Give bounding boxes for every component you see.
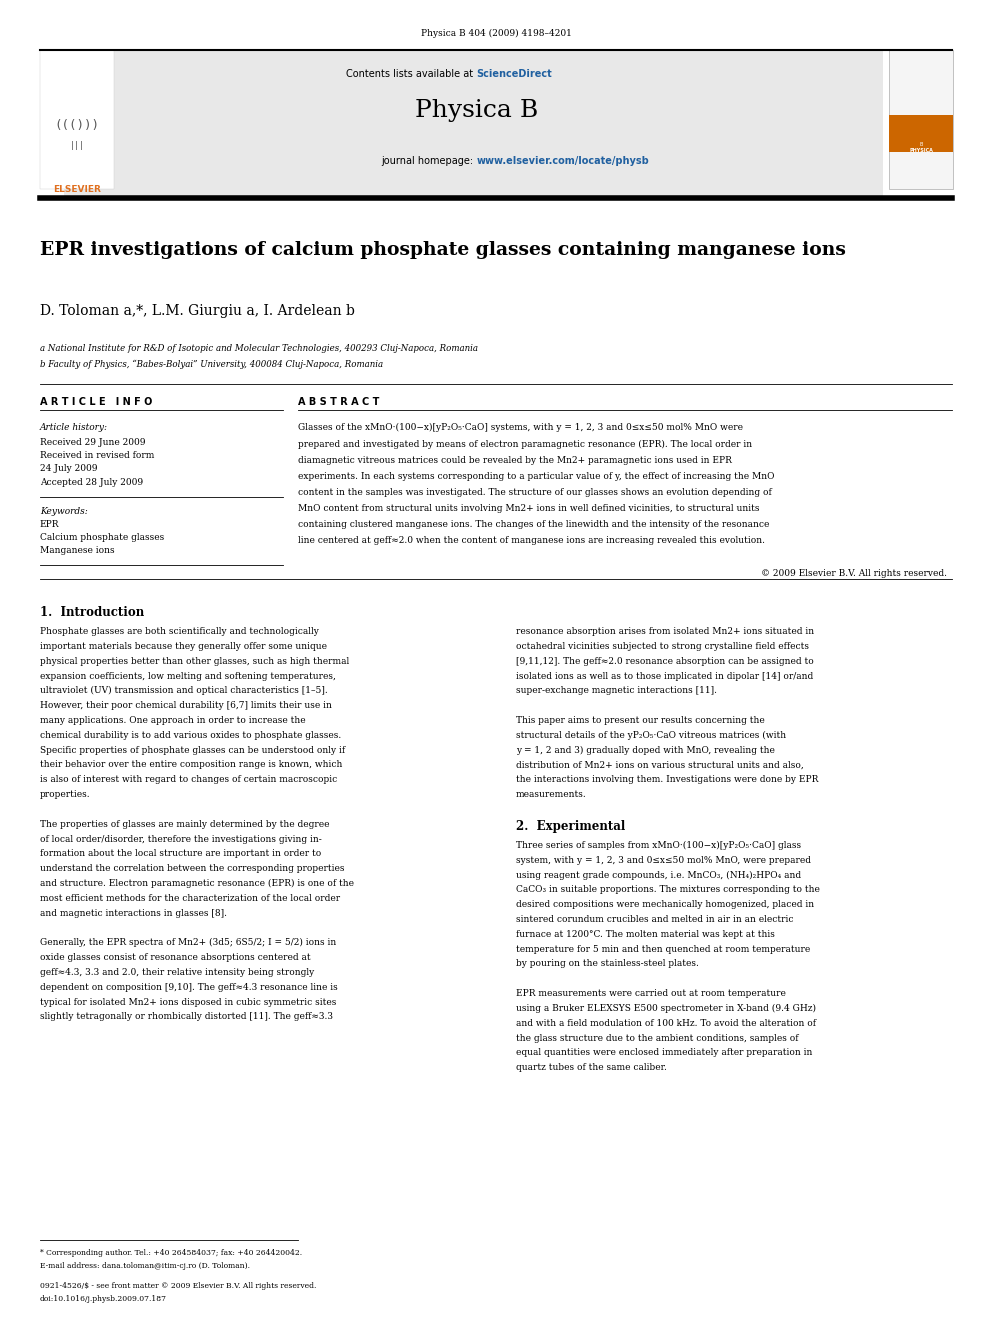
Text: Physica B 404 (2009) 4198–4201: Physica B 404 (2009) 4198–4201 (421, 29, 571, 38)
Text: doi:10.1016/j.physb.2009.07.187: doi:10.1016/j.physb.2009.07.187 (40, 1295, 167, 1303)
Text: Physica B: Physica B (415, 99, 538, 122)
Text: is also of interest with regard to changes of certain macroscopic: is also of interest with regard to chang… (40, 775, 337, 785)
Text: EPR investigations of calcium phosphate glasses containing manganese ions: EPR investigations of calcium phosphate … (40, 241, 845, 259)
Text: furnace at 1200°C. The molten material was kept at this: furnace at 1200°C. The molten material w… (516, 930, 775, 939)
Text: line centered at geff≈2.0 when the content of manganese ions are increasing reve: line centered at geff≈2.0 when the conte… (298, 536, 765, 545)
Text: prepared and investigated by means of electron paramagnetic resonance (EPR). The: prepared and investigated by means of el… (298, 439, 752, 448)
Text: dependent on composition [9,10]. The geff≈4.3 resonance line is: dependent on composition [9,10]. The gef… (40, 983, 337, 992)
Text: the glass structure due to the ambient conditions, samples of: the glass structure due to the ambient c… (516, 1033, 799, 1043)
Text: equal quantities were enclosed immediately after preparation in: equal quantities were enclosed immediate… (516, 1048, 812, 1057)
Text: Article history:: Article history: (40, 423, 108, 433)
Text: ((())): ((())) (55, 119, 99, 132)
Text: b Faculty of Physics, “Babes-Bolyai” University, 400084 Cluj-Napoca, Romania: b Faculty of Physics, “Babes-Bolyai” Uni… (40, 360, 383, 369)
Text: Glasses of the xMnO·(100−x)[yP₂O₅·CaO] systems, with y = 1, 2, 3 and 0≤x≤50 mol%: Glasses of the xMnO·(100−x)[yP₂O₅·CaO] s… (298, 423, 743, 433)
Text: B: B (920, 142, 924, 147)
Text: EPR: EPR (40, 520, 60, 529)
Text: EPR measurements were carried out at room temperature: EPR measurements were carried out at roo… (516, 990, 786, 998)
Text: chemical durability is to add various oxides to phosphate glasses.: chemical durability is to add various ox… (40, 730, 341, 740)
Text: Contents lists available at: Contents lists available at (346, 69, 476, 79)
Text: Accepted 28 July 2009: Accepted 28 July 2009 (40, 478, 143, 487)
Text: ScienceDirect: ScienceDirect (476, 69, 552, 79)
Text: |||: ||| (69, 142, 84, 149)
Text: temperature for 5 min and then quenched at room temperature: temperature for 5 min and then quenched … (516, 945, 810, 954)
Text: MnO content from structural units involving Mn2+ ions in well defined vicinities: MnO content from structural units involv… (298, 504, 759, 513)
Text: Phosphate glasses are both scientifically and technologically: Phosphate glasses are both scientificall… (40, 627, 318, 636)
Text: diamagnetic vitreous matrices could be revealed by the Mn2+ paramagnetic ions us: diamagnetic vitreous matrices could be r… (298, 455, 731, 464)
Text: Received in revised form: Received in revised form (40, 451, 154, 460)
Text: quartz tubes of the same caliber.: quartz tubes of the same caliber. (516, 1064, 667, 1072)
Text: 2.  Experimental: 2. Experimental (516, 820, 625, 832)
Text: system, with y = 1, 2, 3 and 0≤x≤50 mol% MnO, were prepared: system, with y = 1, 2, 3 and 0≤x≤50 mol%… (516, 856, 810, 865)
Text: 1.  Introduction: 1. Introduction (40, 606, 144, 619)
Text: Calcium phosphate glasses: Calcium phosphate glasses (40, 533, 164, 542)
Text: typical for isolated Mn2+ ions disposed in cubic symmetric sites: typical for isolated Mn2+ ions disposed … (40, 998, 336, 1007)
Text: structural details of the yP₂O₅·CaO vitreous matrices (with: structural details of the yP₂O₅·CaO vitr… (516, 730, 786, 740)
Text: A B S T R A C T: A B S T R A C T (298, 397, 379, 407)
Text: desired compositions were mechanically homogenized, placed in: desired compositions were mechanically h… (516, 900, 814, 909)
Text: However, their poor chemical durability [6,7] limits their use in: However, their poor chemical durability … (40, 701, 331, 710)
Text: Three series of samples from xMnO·(100−x)[yP₂O₅·CaO] glass: Three series of samples from xMnO·(100−x… (516, 841, 801, 849)
Text: experiments. In each systems corresponding to a particular value of y, the effec: experiments. In each systems correspondi… (298, 472, 774, 480)
Text: many applications. One approach in order to increase the: many applications. One approach in order… (40, 716, 306, 725)
Text: content in the samples was investigated. The structure of our glasses shows an e: content in the samples was investigated.… (298, 488, 772, 497)
Text: octahedral vicinities subjected to strong crystalline field effects: octahedral vicinities subjected to stron… (516, 642, 808, 651)
Text: most efficient methods for the characterization of the local order: most efficient methods for the character… (40, 894, 340, 902)
Text: PHYSICA: PHYSICA (910, 148, 933, 153)
Text: containing clustered manganese ions. The changes of the linewidth and the intens: containing clustered manganese ions. The… (298, 520, 769, 529)
Text: 24 July 2009: 24 July 2009 (40, 464, 97, 474)
Text: super-exchange magnetic interactions [11].: super-exchange magnetic interactions [11… (516, 687, 717, 696)
Text: CaCO₃ in suitable proportions. The mixtures corresponding to the: CaCO₃ in suitable proportions. The mixtu… (516, 885, 819, 894)
Text: formation about the local structure are important in order to: formation about the local structure are … (40, 849, 321, 859)
Text: © 2009 Elsevier B.V. All rights reserved.: © 2009 Elsevier B.V. All rights reserved… (762, 569, 947, 578)
Text: isolated ions as well as to those implicated in dipolar [14] or/and: isolated ions as well as to those implic… (516, 672, 813, 680)
Text: Manganese ions: Manganese ions (40, 546, 114, 556)
Text: www.elsevier.com/locate/physb: www.elsevier.com/locate/physb (476, 156, 649, 167)
Text: a National Institute for R&D of Isotopic and Molecular Technologies, 400293 Cluj: a National Institute for R&D of Isotopic… (40, 344, 478, 353)
Text: slightly tetragonally or rhombically distorted [11]. The geff≈3.3: slightly tetragonally or rhombically dis… (40, 1012, 332, 1021)
Text: Keywords:: Keywords: (40, 507, 87, 516)
Text: E-mail address: dana.toloman@itim-cj.ro (D. Toloman).: E-mail address: dana.toloman@itim-cj.ro … (40, 1262, 250, 1270)
Text: A R T I C L E   I N F O: A R T I C L E I N F O (40, 397, 152, 407)
Text: journal homepage:: journal homepage: (381, 156, 476, 167)
Text: understand the correlation between the corresponding properties: understand the correlation between the c… (40, 864, 344, 873)
Text: by pouring on the stainless-steel plates.: by pouring on the stainless-steel plates… (516, 959, 698, 968)
Text: [9,11,12]. The geff≈2.0 resonance absorption can be assigned to: [9,11,12]. The geff≈2.0 resonance absorp… (516, 656, 813, 665)
Text: sintered corundum crucibles and melted in air in an electric: sintered corundum crucibles and melted i… (516, 916, 794, 923)
Text: Generally, the EPR spectra of Mn2+ (3d5; 6S5/2; I = 5/2) ions in: Generally, the EPR spectra of Mn2+ (3d5;… (40, 938, 336, 947)
Text: and with a field modulation of 100 kHz. To avoid the alteration of: and with a field modulation of 100 kHz. … (516, 1019, 815, 1028)
Bar (889, 50, 953, 189)
Text: using reagent grade compounds, i.e. MnCO₃, (NH₄)₂HPO₄ and: using reagent grade compounds, i.e. MnCO… (516, 871, 801, 880)
Text: This paper aims to present our results concerning the: This paper aims to present our results c… (516, 716, 765, 725)
Text: The properties of glasses are mainly determined by the degree: The properties of glasses are mainly det… (40, 820, 329, 828)
Text: physical properties better than other glasses, such as high thermal: physical properties better than other gl… (40, 656, 349, 665)
Bar (889, 115, 953, 152)
Text: of local order/disorder, therefore the investigations giving in-: of local order/disorder, therefore the i… (40, 835, 321, 844)
Text: the interactions involving them. Investigations were done by EPR: the interactions involving them. Investi… (516, 775, 818, 785)
Text: using a Bruker ELEXSYS E500 spectrometer in X-band (9.4 GHz): using a Bruker ELEXSYS E500 spectrometer… (516, 1004, 815, 1013)
Text: Received 29 June 2009: Received 29 June 2009 (40, 438, 145, 447)
Text: ultraviolet (UV) transmission and optical characteristics [1–5].: ultraviolet (UV) transmission and optica… (40, 687, 327, 696)
Text: D. Toloman a,*, L.M. Giurgiu a, I. Ardelean b: D. Toloman a,*, L.M. Giurgiu a, I. Ardel… (40, 304, 354, 319)
Text: Specific properties of phosphate glasses can be understood only if: Specific properties of phosphate glasses… (40, 746, 345, 754)
Text: expansion coefficients, low melting and softening temperatures,: expansion coefficients, low melting and … (40, 672, 335, 680)
Bar (40, 50, 114, 189)
Bar (64, 50, 883, 196)
Text: geff≈4.3, 3.3 and 2.0, their relative intensity being strongly: geff≈4.3, 3.3 and 2.0, their relative in… (40, 968, 313, 976)
Text: resonance absorption arises from isolated Mn2+ ions situated in: resonance absorption arises from isolate… (516, 627, 814, 636)
Text: properties.: properties. (40, 790, 90, 799)
Text: and structure. Electron paramagnetic resonance (EPR) is one of the: and structure. Electron paramagnetic res… (40, 878, 354, 888)
Text: measurements.: measurements. (516, 790, 586, 799)
Text: and magnetic interactions in glasses [8].: and magnetic interactions in glasses [8]… (40, 909, 227, 918)
Text: * Corresponding author. Tel.: +40 264584037; fax: +40 264420042.: * Corresponding author. Tel.: +40 264584… (40, 1249, 302, 1257)
Text: their behavior over the entire composition range is known, which: their behavior over the entire compositi… (40, 761, 342, 770)
Text: distribution of Mn2+ ions on various structural units and also,: distribution of Mn2+ ions on various str… (516, 761, 804, 770)
Text: 0921-4526/$ - see front matter © 2009 Elsevier B.V. All rights reserved.: 0921-4526/$ - see front matter © 2009 El… (40, 1282, 316, 1290)
Text: ELSEVIER: ELSEVIER (53, 185, 101, 194)
Text: important materials because they generally offer some unique: important materials because they general… (40, 642, 326, 651)
Text: y = 1, 2 and 3) gradually doped with MnO, revealing the: y = 1, 2 and 3) gradually doped with MnO… (516, 746, 775, 754)
Text: oxide glasses consist of resonance absorptions centered at: oxide glasses consist of resonance absor… (40, 953, 310, 962)
